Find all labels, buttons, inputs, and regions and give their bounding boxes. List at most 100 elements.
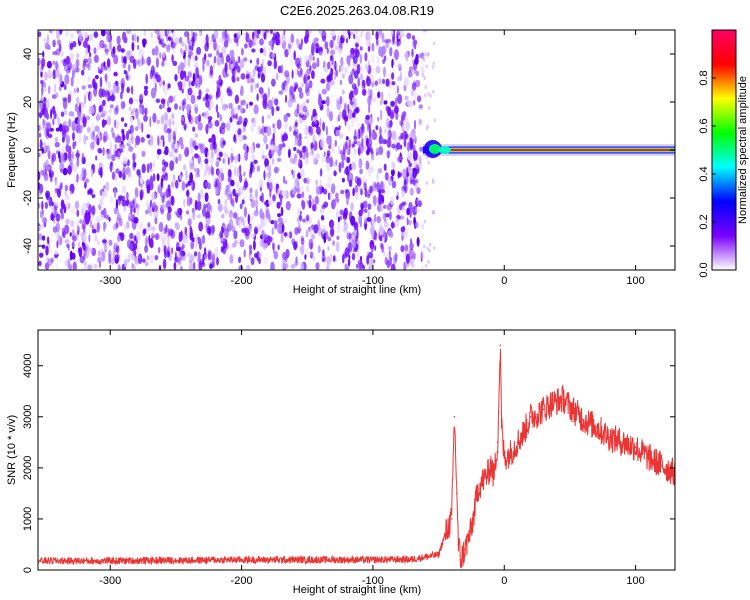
noise-dot bbox=[169, 160, 175, 172]
noise-dot bbox=[394, 97, 398, 107]
noise-dot bbox=[52, 118, 55, 126]
noise-dot bbox=[323, 188, 328, 195]
noise-dot bbox=[93, 31, 99, 38]
noise-dot bbox=[89, 92, 93, 103]
noise-dot bbox=[415, 221, 419, 229]
noise-dot bbox=[120, 91, 123, 100]
noise-dot bbox=[201, 234, 206, 245]
noise-dot bbox=[58, 151, 61, 159]
noise-dot bbox=[368, 251, 373, 259]
noise-dot bbox=[354, 175, 359, 184]
noise-dot bbox=[421, 264, 424, 270]
noise-dot bbox=[46, 60, 53, 69]
noise-dot bbox=[417, 95, 422, 103]
noise-dot bbox=[189, 51, 194, 56]
snr-data-point bbox=[437, 553, 440, 556]
noise-dot bbox=[325, 82, 331, 92]
noise-dot bbox=[401, 123, 405, 132]
noise-dot bbox=[238, 134, 244, 143]
noise-dot bbox=[171, 54, 174, 63]
noise-dot bbox=[261, 115, 265, 124]
noise-dot bbox=[255, 206, 258, 214]
noise-dot bbox=[38, 124, 41, 132]
noise-dot bbox=[112, 46, 116, 55]
noise-dot bbox=[185, 210, 190, 215]
noise-dot bbox=[370, 132, 376, 139]
noise-dot bbox=[322, 121, 326, 132]
noise-dot bbox=[55, 92, 59, 98]
noise-dot bbox=[366, 217, 372, 222]
noise-dot bbox=[428, 242, 432, 247]
noise-dot bbox=[351, 116, 355, 128]
noise-dot bbox=[348, 179, 353, 187]
noise-dot bbox=[115, 168, 120, 174]
noise-dot bbox=[353, 135, 358, 141]
noise-dot bbox=[227, 157, 230, 166]
noise-dot bbox=[53, 216, 57, 224]
noise-dot bbox=[307, 178, 310, 185]
noise-dot bbox=[391, 58, 394, 69]
noise-dot bbox=[268, 182, 273, 192]
noise-dot bbox=[50, 215, 54, 221]
noise-dot bbox=[283, 80, 288, 87]
noise-dot bbox=[402, 111, 407, 117]
noise-dot bbox=[305, 233, 309, 238]
noise-dot bbox=[196, 214, 202, 219]
noise-dot bbox=[426, 246, 429, 251]
noise-dot bbox=[142, 38, 146, 48]
noise-dot bbox=[171, 30, 174, 33]
y-tick-label: -40 bbox=[22, 238, 34, 254]
noise-dot bbox=[359, 53, 363, 64]
noise-dot bbox=[132, 264, 137, 270]
noise-dot bbox=[49, 127, 54, 132]
noise-dot bbox=[411, 58, 415, 65]
noise-dot bbox=[194, 77, 198, 88]
noise-dot bbox=[366, 76, 371, 87]
noise-dot bbox=[308, 30, 312, 35]
noise-dot bbox=[343, 217, 347, 225]
noise-dot bbox=[46, 113, 49, 120]
noise-dot bbox=[414, 57, 419, 65]
noise-dot bbox=[244, 227, 250, 237]
noise-dot bbox=[335, 192, 339, 199]
noise-dot bbox=[109, 141, 113, 152]
noise-dot bbox=[83, 58, 88, 64]
noise-dot bbox=[305, 81, 308, 91]
noise-dot bbox=[100, 167, 103, 178]
noise-dot bbox=[235, 113, 238, 120]
noise-dot bbox=[210, 225, 215, 236]
noise-dot bbox=[74, 200, 80, 210]
noise-dot bbox=[174, 103, 178, 110]
noise-dot bbox=[145, 236, 148, 247]
noise-dot bbox=[194, 115, 200, 125]
snr-data-point bbox=[456, 492, 458, 495]
noise-dot bbox=[156, 153, 160, 160]
noise-dot bbox=[122, 62, 126, 69]
noise-dot bbox=[345, 140, 348, 149]
noise-dot bbox=[183, 198, 186, 208]
noise-dot bbox=[415, 208, 421, 213]
noise-dot bbox=[87, 189, 90, 196]
noise-dot bbox=[321, 88, 327, 95]
noise-dot bbox=[250, 257, 255, 266]
noise-dot bbox=[71, 241, 75, 248]
noise-dot bbox=[135, 59, 141, 65]
noise-dot bbox=[421, 232, 424, 239]
noise-dot bbox=[295, 256, 298, 264]
noise-dot bbox=[100, 30, 106, 37]
noise-dot bbox=[329, 55, 333, 61]
noise-dot bbox=[351, 161, 357, 171]
noise-dot bbox=[39, 252, 44, 258]
noise-dot bbox=[357, 77, 360, 87]
noise-dot bbox=[365, 64, 369, 72]
noise-dot bbox=[264, 158, 270, 167]
snr-data-point bbox=[444, 533, 446, 536]
noise-dot bbox=[404, 77, 409, 87]
noise-dot bbox=[65, 55, 71, 65]
noise-dot bbox=[327, 183, 333, 188]
noise-dot bbox=[294, 83, 298, 89]
noise-dot bbox=[311, 70, 315, 80]
noise-dot bbox=[154, 216, 158, 225]
noise-dot bbox=[230, 49, 235, 57]
noise-dot bbox=[336, 115, 339, 123]
